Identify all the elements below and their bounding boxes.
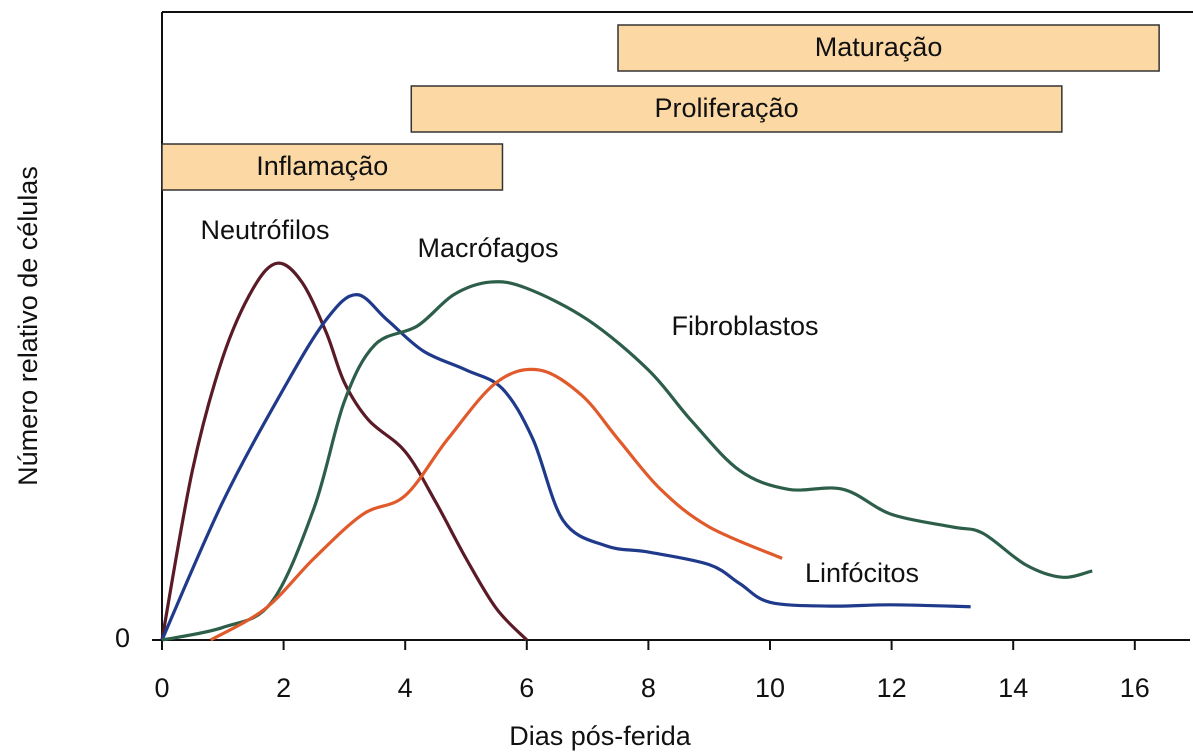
line-series [161,280,1093,642]
line-series [209,367,783,642]
phase-label: Inflamação [256,151,388,181]
phase-label: Maturação [815,32,943,62]
series-label: Fibroblastos [671,311,818,341]
x-tick-label: 10 [755,673,785,703]
x-tick-label: 2 [276,673,291,703]
phase-bar [617,24,1160,72]
y-tick-label: 0 [115,623,130,653]
phase-label: Proliferação [655,93,799,123]
line-series [160,292,971,641]
phase-bar [410,85,1063,133]
x-tick-label: 14 [998,673,1028,703]
x-tick-label: 12 [877,673,907,703]
x-axis-label: Dias pós-ferida [509,721,692,751]
series-label: Neutrófilos [200,215,329,245]
x-tick-label: 6 [519,673,534,703]
x-tick-label: 0 [154,673,169,703]
series-label: Linfócitos [805,558,919,588]
x-tick-label: 4 [398,673,413,703]
line-series [160,261,528,642]
series-label: Macrófagos [417,233,558,263]
y-axis-label: Número relativo de células [13,166,43,486]
x-tick-label: 16 [1120,673,1150,703]
phase-bar [161,143,504,191]
x-tick-label: 8 [641,673,656,703]
